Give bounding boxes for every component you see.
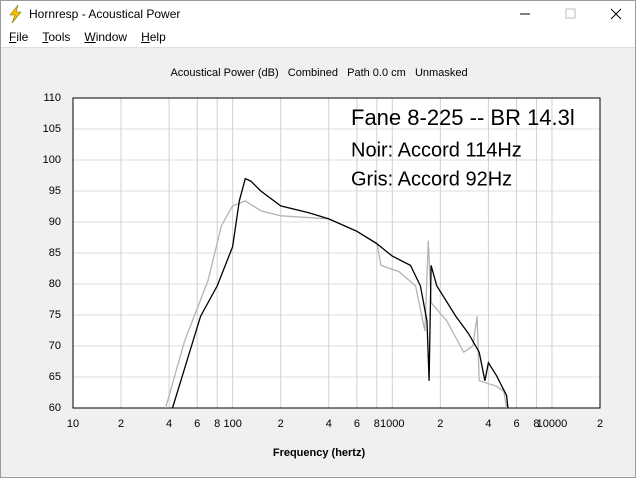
annotation: Fane 8-225 -- BR 14.3l	[351, 105, 575, 130]
menu-item[interactable]: Help	[141, 30, 166, 44]
close[interactable]	[610, 8, 622, 20]
menu-bar: File Tools Window Help	[1, 27, 635, 48]
x-tick-label: 4	[326, 418, 332, 430]
x-tick-label: 2	[278, 418, 284, 430]
window-controls[interactable]	[505, 1, 635, 27]
y-tick-label: 105	[43, 123, 61, 135]
x-tick-label: 8	[214, 418, 220, 430]
series-line	[171, 177, 509, 409]
x-tick-label: 6	[513, 418, 519, 430]
chart-title: Acoustical Power (dB) Combined Path 0.0 …	[170, 67, 467, 79]
x-tick-label: 8	[374, 418, 380, 430]
x-tick-label: 8	[533, 418, 539, 430]
menu-item[interactable]: Tools	[42, 30, 71, 44]
x-tick-label: 2	[437, 418, 443, 430]
y-tick-label: 85	[49, 247, 61, 259]
title-bar: Hornresp - Acoustical Power	[1, 1, 635, 27]
plot-border	[72, 97, 601, 409]
x-tick-label: 6	[194, 418, 200, 430]
menu-item[interactable]: File	[9, 30, 29, 44]
x-tick-label: 100	[223, 418, 241, 430]
y-tick-label: 65	[49, 371, 61, 383]
y-tick-label: 80	[49, 278, 61, 290]
series-line	[164, 200, 508, 409]
x-tick-label: 4	[166, 418, 172, 430]
app-icon	[9, 4, 22, 24]
annotation: Gris: Accord 92Hz	[351, 168, 512, 190]
x-tick-label: 2	[118, 418, 124, 430]
chart: Acoustical Power (dB) Combined Path 0.0 …	[43, 67, 603, 459]
x-axis-label: Frequency (hertz)	[273, 447, 366, 459]
x-tick-label: 6	[354, 418, 360, 430]
menu-item[interactable]: Window	[84, 30, 128, 44]
y-tick-label: 100	[43, 154, 61, 166]
x-tick-label: 4	[485, 418, 491, 430]
y-tick-label: 90	[49, 216, 61, 228]
x-tick-label: 1000	[380, 418, 404, 430]
maximize[interactable]	[565, 8, 576, 19]
window-title: Hornresp - Acoustical Power	[29, 7, 181, 21]
y-tick-label: 60	[49, 402, 61, 414]
y-tick-label: 75	[49, 309, 61, 321]
x-tick-label: 2	[597, 418, 603, 430]
x-tick-label: 10000	[537, 418, 568, 430]
y-tick-label: 95	[49, 185, 61, 197]
annotation: Noir: Accord 114Hz	[351, 139, 522, 161]
y-tick-label: 110	[43, 92, 61, 104]
y-tick-label: 70	[49, 340, 61, 352]
x-tick-label: 10	[67, 418, 79, 430]
